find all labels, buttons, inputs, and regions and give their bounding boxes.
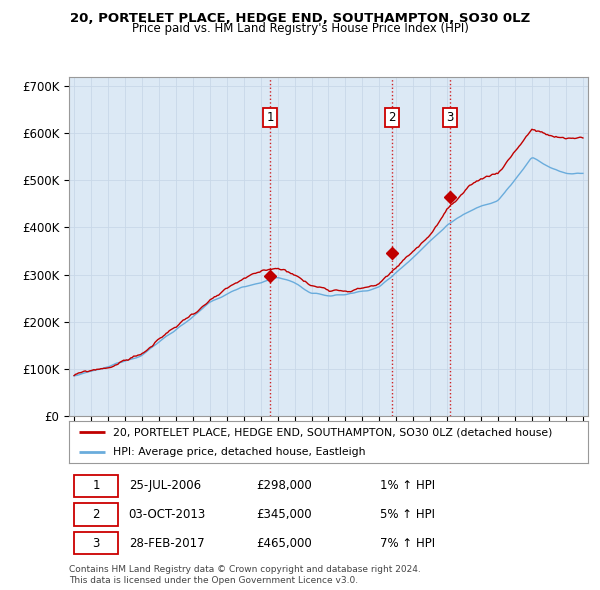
Text: 7% ↑ HPI: 7% ↑ HPI (380, 537, 436, 550)
Text: 28-FEB-2017: 28-FEB-2017 (128, 537, 205, 550)
Text: Contains HM Land Registry data © Crown copyright and database right 2024.
This d: Contains HM Land Registry data © Crown c… (69, 565, 421, 585)
Text: 20, PORTELET PLACE, HEDGE END, SOUTHAMPTON, SO30 0LZ (detached house): 20, PORTELET PLACE, HEDGE END, SOUTHAMPT… (113, 427, 553, 437)
FancyBboxPatch shape (74, 503, 118, 526)
Text: £465,000: £465,000 (256, 537, 311, 550)
Text: Price paid vs. HM Land Registry's House Price Index (HPI): Price paid vs. HM Land Registry's House … (131, 22, 469, 35)
Text: HPI: Average price, detached house, Eastleigh: HPI: Average price, detached house, East… (113, 447, 365, 457)
Text: 3: 3 (92, 537, 100, 550)
Text: 2: 2 (92, 508, 100, 521)
Text: 1% ↑ HPI: 1% ↑ HPI (380, 479, 436, 492)
Text: £298,000: £298,000 (256, 479, 311, 492)
Text: 20, PORTELET PLACE, HEDGE END, SOUTHAMPTON, SO30 0LZ: 20, PORTELET PLACE, HEDGE END, SOUTHAMPT… (70, 12, 530, 25)
Text: 1: 1 (92, 479, 100, 492)
Text: 2: 2 (388, 111, 396, 124)
FancyBboxPatch shape (74, 532, 118, 555)
Text: £345,000: £345,000 (256, 508, 311, 521)
Text: 25-JUL-2006: 25-JUL-2006 (128, 479, 201, 492)
Text: 03-OCT-2013: 03-OCT-2013 (128, 508, 206, 521)
Text: 1: 1 (266, 111, 274, 124)
Text: 5% ↑ HPI: 5% ↑ HPI (380, 508, 436, 521)
Text: 3: 3 (446, 111, 454, 124)
FancyBboxPatch shape (74, 474, 118, 497)
